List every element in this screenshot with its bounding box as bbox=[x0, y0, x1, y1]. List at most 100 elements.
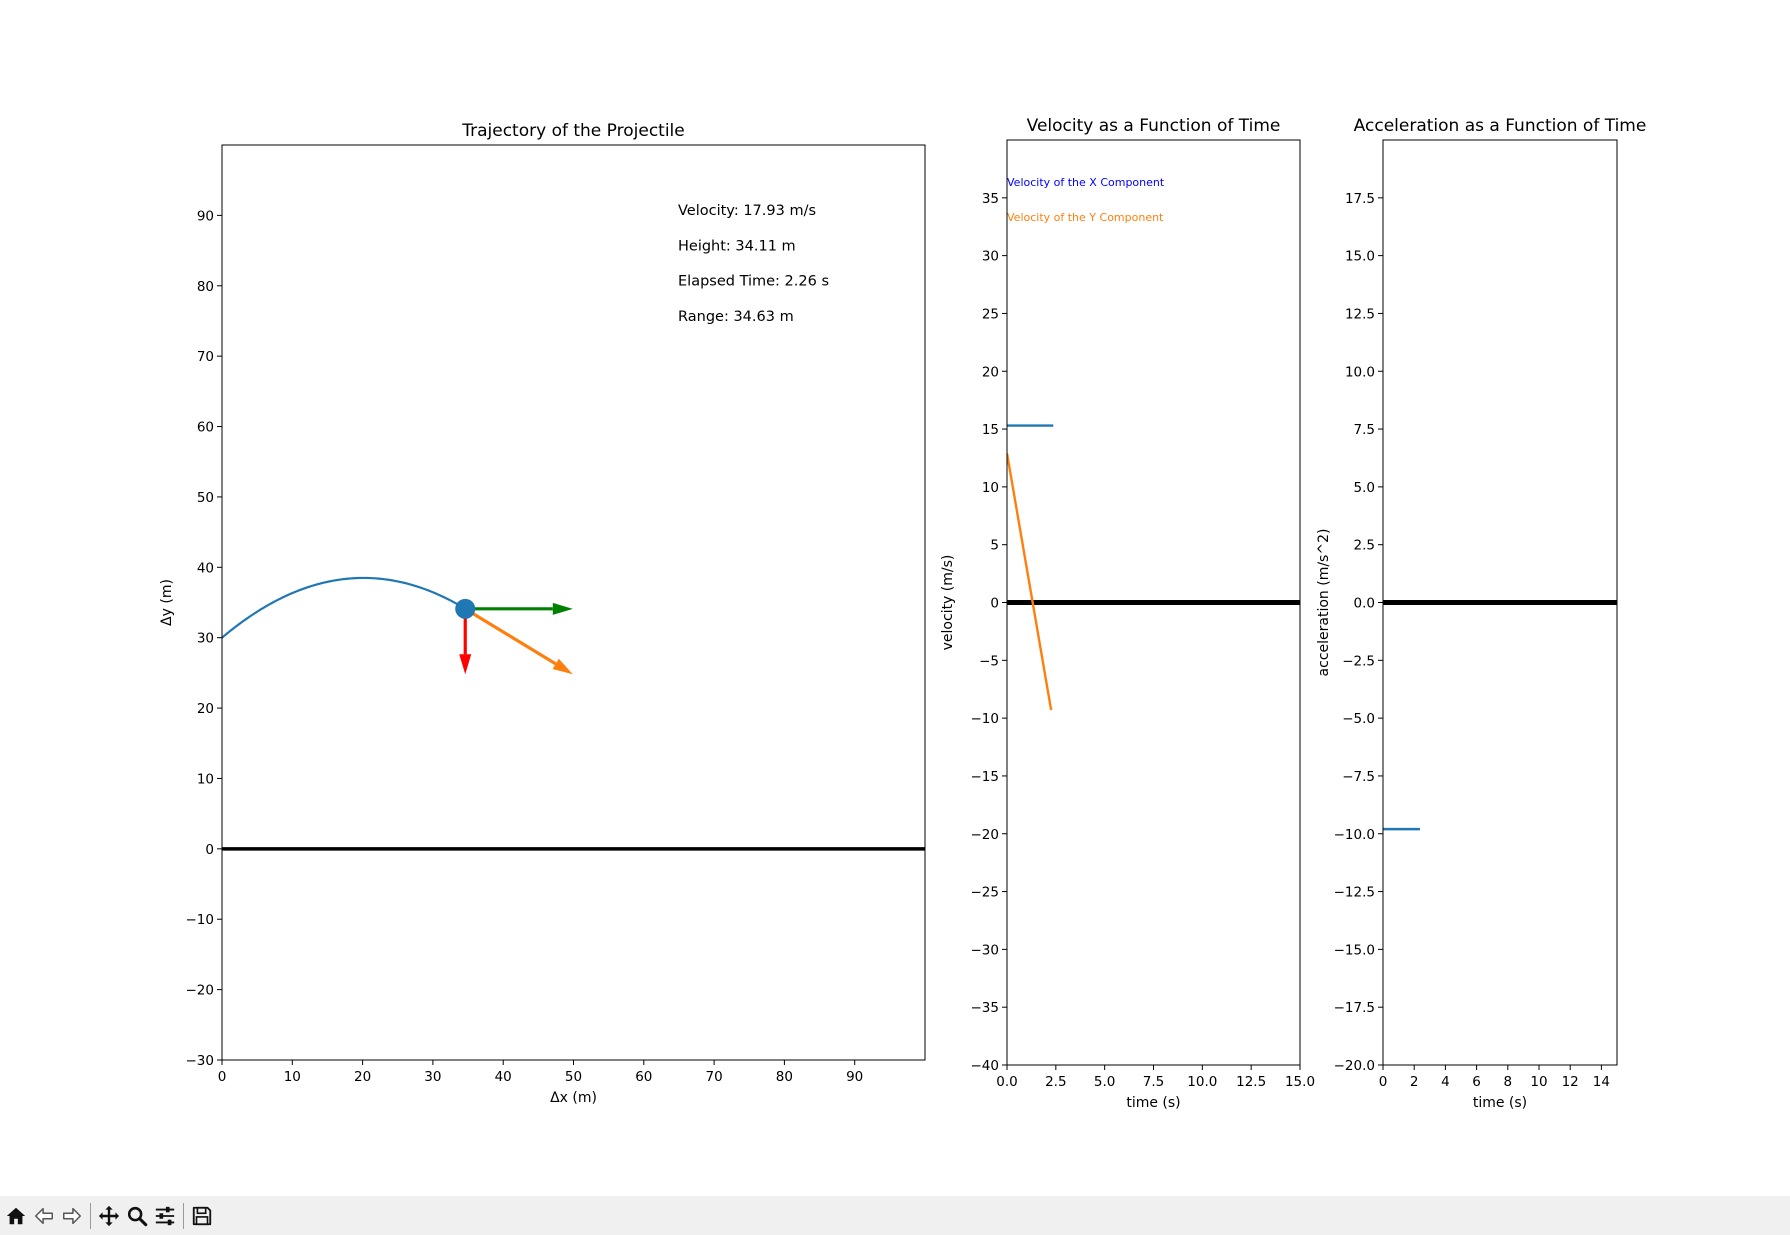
v-arrow bbox=[464, 607, 573, 675]
x-tick-label: 0 bbox=[218, 1069, 227, 1085]
x-tick-label: 4 bbox=[1441, 1074, 1450, 1090]
back-arrow-icon bbox=[35, 1207, 53, 1224]
vx-arrow-head bbox=[552, 602, 573, 615]
chart-trajectory: Trajectory of the Projectile 0 10 20 30 40 50 6… bbox=[159, 121, 926, 1106]
series-label: Velocity of the Y Component bbox=[1007, 211, 1164, 224]
chart-title: Velocity as a Function of Time bbox=[1027, 116, 1281, 136]
y-tick-label: 15 bbox=[982, 422, 999, 438]
projectile-marker bbox=[455, 598, 476, 619]
v-arrow-shaft bbox=[464, 607, 557, 666]
y-tick-label: 30 bbox=[197, 631, 214, 647]
x-tick-label: 0 bbox=[1379, 1074, 1388, 1090]
y-tick-label: 15.0 bbox=[1345, 249, 1375, 265]
x-tick-label: 15.0 bbox=[1285, 1074, 1315, 1090]
y-tick-label: −17.5 bbox=[1334, 1000, 1375, 1016]
x-axis-label: time (s) bbox=[1126, 1095, 1180, 1111]
y-tick-label: 20 bbox=[197, 701, 214, 717]
save-icon bbox=[192, 1206, 212, 1225]
y-tick-label: 80 bbox=[197, 279, 214, 295]
pan-icon bbox=[98, 1205, 120, 1226]
y-axis-label: velocity (m/s) bbox=[940, 555, 956, 651]
y-tick-label: −30 bbox=[186, 1053, 215, 1069]
y-tick-label: −30 bbox=[971, 942, 1000, 958]
y-tick-label: 0 bbox=[990, 596, 999, 612]
y-tick-label: 5.0 bbox=[1354, 480, 1375, 496]
vy-arrow-head bbox=[459, 654, 472, 675]
y-tick-label: −20.0 bbox=[1334, 1058, 1375, 1074]
x-tick-label: 80 bbox=[776, 1069, 793, 1085]
x-tick-label: 40 bbox=[495, 1069, 512, 1085]
y-tick-label: 70 bbox=[197, 349, 214, 365]
info-text: Velocity: 17.93 m/s bbox=[678, 203, 816, 219]
x-axis-label: Δx (m) bbox=[550, 1090, 597, 1106]
plot-area bbox=[1007, 424, 1300, 711]
configure-subplots-icon bbox=[155, 1206, 175, 1225]
x-axis-label: time (s) bbox=[1473, 1095, 1527, 1111]
chart-title: Trajectory of the Projectile bbox=[461, 121, 685, 141]
home-icon bbox=[6, 1207, 26, 1224]
y-tick-label: 0.0 bbox=[1354, 596, 1375, 612]
y-tick-label: −20 bbox=[186, 983, 215, 999]
y-tick-label: −15 bbox=[971, 769, 1000, 785]
x-tick-label: 0.0 bbox=[996, 1074, 1017, 1090]
forward-button[interactable] bbox=[58, 1201, 86, 1231]
y-tick-label: −10.0 bbox=[1334, 827, 1375, 843]
x-tick-label: 8 bbox=[1504, 1074, 1513, 1090]
toolbar bbox=[0, 1196, 1790, 1235]
y-tick-label: 10.0 bbox=[1345, 364, 1375, 380]
x-tick-label: 2 bbox=[1410, 1074, 1419, 1090]
plot-area bbox=[222, 576, 925, 851]
pan-button[interactable] bbox=[95, 1201, 123, 1231]
zoom-icon bbox=[127, 1206, 148, 1226]
plot-frame bbox=[1006, 139, 1301, 1066]
x-tick-label: 12.5 bbox=[1236, 1074, 1266, 1090]
y-tick-label: 60 bbox=[197, 420, 214, 436]
info-text: Elapsed Time: 2.26 s bbox=[678, 274, 829, 290]
toolbar-separator bbox=[183, 1202, 184, 1229]
toolbar-separator bbox=[90, 1202, 91, 1229]
y-tick-label: 25 bbox=[982, 306, 999, 322]
y-tick-label: −10 bbox=[971, 711, 1000, 727]
y-tick-label: 7.5 bbox=[1354, 422, 1375, 438]
trajectory-line bbox=[222, 576, 466, 639]
x-tick-label: 10 bbox=[284, 1069, 301, 1085]
y-tick-label: 12.5 bbox=[1345, 306, 1375, 322]
info-text: Range: 34.63 m bbox=[678, 309, 794, 325]
y-tick-label: −40 bbox=[971, 1058, 1000, 1074]
x-tick-label: 2.5 bbox=[1045, 1074, 1066, 1090]
home-button[interactable] bbox=[2, 1201, 30, 1231]
y-tick-label: −2.5 bbox=[1342, 653, 1375, 669]
x-tick-label: 7.5 bbox=[1143, 1074, 1164, 1090]
y-tick-label: −20 bbox=[971, 827, 1000, 843]
y-tick-label: 50 bbox=[197, 490, 214, 506]
configure-subplots-button[interactable] bbox=[151, 1201, 179, 1231]
x-tick-label: 12 bbox=[1562, 1074, 1579, 1090]
y-tick-label: −35 bbox=[971, 1000, 1000, 1016]
y-tick-label: −12.5 bbox=[1334, 885, 1375, 901]
plot-frame bbox=[221, 144, 926, 1061]
y-axis-label: acceleration (m/s^2) bbox=[1316, 529, 1332, 677]
y-tick-label: −5.0 bbox=[1342, 711, 1375, 727]
back-button[interactable] bbox=[30, 1201, 58, 1231]
y-tick-label: −10 bbox=[186, 912, 215, 928]
y-tick-label: 10 bbox=[982, 480, 999, 496]
x-tick-label: 6 bbox=[1472, 1074, 1481, 1090]
chart-acceleration: Acceleration as a Function of Time 0 2 4 6 8 1… bbox=[1316, 116, 1646, 1111]
x-tick-label: 50 bbox=[565, 1069, 582, 1085]
y-tick-label: 5 bbox=[990, 538, 999, 554]
info-text: Height: 34.11 m bbox=[678, 238, 796, 254]
series-line bbox=[1007, 453, 1053, 711]
save-button[interactable] bbox=[188, 1201, 216, 1231]
plot-area bbox=[1383, 600, 1617, 831]
x-tick-label: 20 bbox=[354, 1069, 371, 1085]
y-tick-label: −25 bbox=[971, 885, 1000, 901]
y-tick-label: −7.5 bbox=[1342, 769, 1375, 785]
chart-title: Acceleration as a Function of Time bbox=[1354, 116, 1647, 136]
x-tick-label: 10 bbox=[1530, 1074, 1547, 1090]
chart-velocity: Velocity as a Function of Time 0.0 2.5 5.0 7… bbox=[940, 116, 1315, 1111]
y-tick-label: −15.0 bbox=[1334, 942, 1375, 958]
y-axis-label: Δy (m) bbox=[159, 579, 175, 626]
forward-arrow-icon bbox=[63, 1207, 81, 1224]
x-tick-label: 70 bbox=[706, 1069, 723, 1085]
zoom-button[interactable] bbox=[123, 1201, 151, 1231]
